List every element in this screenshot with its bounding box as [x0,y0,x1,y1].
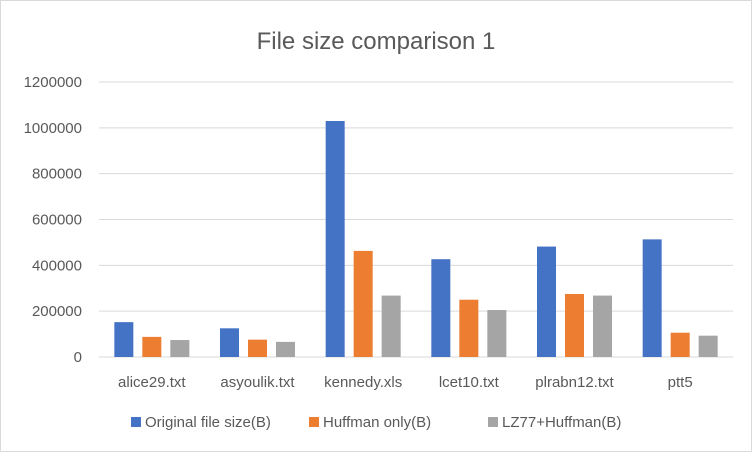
legend-swatch [309,417,319,427]
legend-label: Original file size(B) [145,414,271,431]
x-tick-label: kennedy.xls [324,374,402,391]
bars [114,121,718,357]
y-tick-label: 400000 [32,257,82,274]
bar-lcet10-txt-series-2 [459,299,479,357]
bar-kennedy-xls-series-2 [353,250,373,357]
bar-alice29-txt-series-2 [142,336,162,357]
bar-asyoulik-txt-series-2 [248,339,267,357]
x-tick-label: alice29.txt [118,374,186,391]
bar-ptt5-series-3 [698,335,718,357]
bar-kennedy-xls-series-1 [325,121,345,357]
bar-plrabn12-txt-series-3 [593,295,612,357]
bar-kennedy-xls-series-3 [381,295,401,357]
y-tick-label: 1200000 [24,74,82,91]
y-tick-label: 600000 [32,212,82,229]
bar-lcet10-txt-series-3 [487,310,507,357]
x-tick-label: asyoulik.txt [220,374,295,391]
bar-lcet10-txt-series-1 [431,259,451,357]
bar-asyoulik-txt-series-1 [220,328,239,357]
bar-asyoulik-txt-series-3 [276,341,295,357]
gridlines [99,81,733,358]
bar-plrabn12-txt-series-1 [537,246,556,357]
chart-title: File size comparison 1 [257,28,496,55]
bar-ptt5-series-2 [670,332,690,357]
y-tick-label: 200000 [32,303,82,320]
legend-label: LZ77+Huffman(B) [502,414,621,431]
y-tick-label: 800000 [32,166,82,183]
y-tick-label: 1000000 [24,120,82,137]
legend-label: Huffman only(B) [323,414,431,431]
bar-ptt5-series-1 [642,239,662,357]
bar-plrabn12-txt-series-2 [565,293,584,357]
x-axis-ticks: alice29.txt asyoulik.txt kennedy.xls lcet10… [118,374,693,391]
y-tick-label: 0 [74,349,82,366]
bar-alice29-txt-series-3 [170,340,190,357]
x-tick-label: ptt5 [668,374,693,391]
y-axis-ticks: 0 200000 400000 600000 800000 1000000 1200000 [24,74,82,366]
x-tick-label: plrabn12.txt [535,374,614,391]
legend: Original file size(B) Huffman only(B) LZ77… [131,414,621,431]
x-tick-label: lcet10.txt [439,374,500,391]
bar-alice29-txt-series-1 [114,322,134,357]
legend-swatch [488,417,498,427]
legend-swatch [131,417,141,427]
